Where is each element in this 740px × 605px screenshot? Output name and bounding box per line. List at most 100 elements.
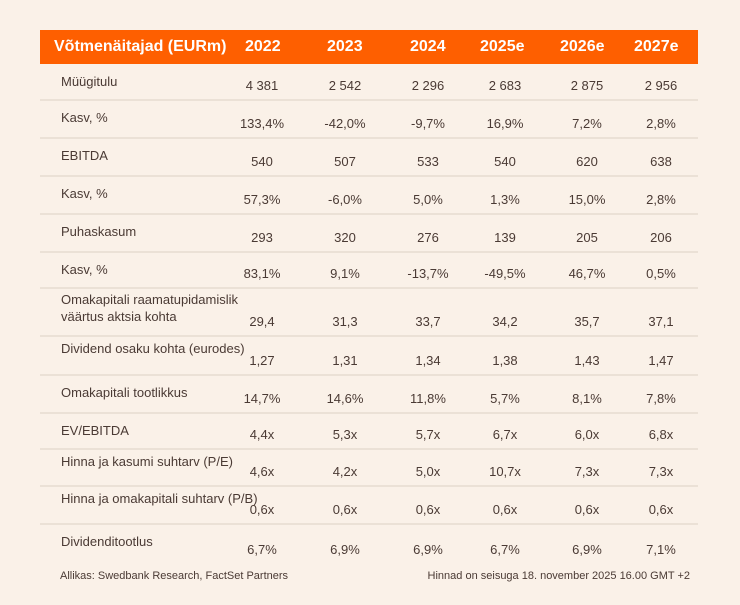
row-value: 1,3% [490, 192, 520, 207]
row-value: 34,2 [492, 314, 518, 329]
row-value: 4,4x [249, 427, 275, 442]
row-value: 6,8x [648, 427, 674, 442]
row-value: 507 [334, 154, 356, 169]
row-value: 6,7x [492, 427, 518, 442]
row-value: 10,7x [489, 464, 521, 479]
table-row: Hinna ja kasumi suhtarv (P/E) 4,6x 4,2x 5,0… [40, 450, 698, 487]
row-value: 540 [494, 154, 516, 169]
row-value: 2 956 [644, 78, 678, 93]
row-value: 6,7% [247, 542, 277, 557]
row-value: 1,34 [415, 353, 441, 368]
table-row: Müügitulu 4 381 2 542 2 296 2 683 2 875 2 956 [40, 65, 698, 101]
row-label: EBITDA [61, 148, 108, 163]
row-value: -42,0% [324, 116, 366, 131]
row-value: 206 [650, 230, 672, 245]
row-value: 0,6x [415, 502, 441, 517]
row-value: 7,2% [572, 116, 602, 131]
source-note: Allikas: Swedbank Research, FactSet Part… [60, 570, 289, 582]
row-value: 7,1% [646, 542, 676, 557]
row-value: 46,7% [568, 266, 606, 281]
header-year: 2023 [327, 38, 363, 55]
row-value: 8,1% [572, 391, 602, 406]
row-value: 1,38 [492, 353, 518, 368]
row-value: 5,7% [490, 391, 520, 406]
header-year: 2025e [480, 38, 525, 55]
row-value: 1,43 [574, 353, 600, 368]
price-date-note: Hinnad on seisuga 18. november 2025 16.0… [427, 570, 690, 582]
row-value: -49,5% [484, 266, 526, 281]
row-value: -13,7% [407, 266, 449, 281]
row-value: 2,8% [646, 116, 676, 131]
row-value: 57,3% [243, 192, 281, 207]
row-value: 540 [251, 154, 273, 169]
table-row: Omakapitali tootlikkus 14,7% 14,6% 11,8% 5,7… [40, 376, 698, 414]
row-label: EV/EBITDA [61, 423, 129, 438]
row-value: 5,3x [332, 427, 358, 442]
row-value: 293 [251, 230, 273, 245]
header-year: 2022 [245, 38, 281, 55]
row-value: 37,1 [648, 314, 674, 329]
table-row: EBITDA 540 507 533 540 620 638 [40, 139, 698, 177]
row-value: -9,7% [411, 116, 445, 131]
row-value: 4 381 [245, 78, 279, 93]
row-value: 6,0x [574, 427, 600, 442]
header-year: 2026e [560, 38, 605, 55]
row-value: 31,3 [332, 314, 358, 329]
row-value: 35,7 [574, 314, 600, 329]
table-row: Kasv, % 133,4% -42,0% -9,7% 16,9% 7,2% 2,8% [40, 101, 698, 139]
row-label: Kasv, % [61, 262, 108, 277]
table-header: Võtmenäitajad (EURm) 2022 2023 2024 2025… [40, 30, 698, 64]
row-value: 205 [576, 230, 598, 245]
row-value: 1,47 [648, 353, 674, 368]
row-value: 7,8% [646, 391, 676, 406]
row-value: 14,7% [243, 391, 281, 406]
row-value: 4,6x [249, 464, 275, 479]
row-value: 33,7 [415, 314, 441, 329]
row-label: Kasv, % [61, 186, 108, 201]
row-value: 276 [417, 230, 439, 245]
row-value: 2 683 [488, 78, 522, 93]
table-row: Dividenditootlus 6,7% 6,9% 6,9% 6,7% 6,9% 7,1% [40, 525, 698, 563]
row-value: 2,8% [646, 192, 676, 207]
row-value: 0,6x [249, 502, 275, 517]
row-value: 0,6x [332, 502, 358, 517]
row-value: 0,5% [646, 266, 676, 281]
row-value: 16,9% [486, 116, 524, 131]
row-value: 1,31 [332, 353, 358, 368]
row-value: 11,8% [410, 391, 446, 406]
row-value: 5,0% [413, 192, 443, 207]
row-label: Omakapitali raamatupidamislik väärtus ak… [61, 292, 239, 324]
row-value: 9,1% [330, 266, 360, 281]
header-title: Võtmenäitajad (EURm) [54, 38, 227, 55]
row-value: 133,4% [239, 116, 285, 131]
row-value: 2 875 [570, 78, 604, 93]
row-label: Dividend osaku kohta (eurodes) [61, 341, 245, 356]
row-value: 139 [494, 230, 516, 245]
row-label: Kasv, % [61, 110, 108, 125]
table-row: Omakapitali raamatupidamislik väärtus ak… [40, 289, 698, 337]
row-value: 15,0% [568, 192, 606, 207]
table-row: EV/EBITDA 4,4x 5,3x 5,7x 6,7x 6,0x 6,8x [40, 414, 698, 450]
table-row: Hinna ja omakapitali suhtarv (P/B) 0,6x 0,… [40, 487, 698, 525]
row-value: 83,1% [243, 266, 281, 281]
row-label: Omakapitali tootlikkus [61, 385, 188, 400]
header-year: 2027e [634, 38, 679, 55]
row-value: 1,27 [249, 353, 275, 368]
row-value: 7,3x [648, 464, 674, 479]
row-value: 6,9% [413, 542, 443, 557]
row-value: 0,6x [574, 502, 600, 517]
row-value: 0,6x [648, 502, 674, 517]
row-value: 2 542 [328, 78, 362, 93]
row-value: 6,9% [330, 542, 360, 557]
row-label: Müügitulu [61, 74, 118, 89]
row-value: 638 [650, 154, 672, 169]
table-row: Dividend osaku kohta (eurodes) 1,27 1,31 1,… [40, 337, 698, 376]
row-value: 7,3x [574, 464, 600, 479]
header-year: 2024 [410, 38, 446, 55]
row-value: 620 [576, 154, 598, 169]
row-label: Hinna ja kasumi suhtarv (P/E) [61, 454, 233, 469]
row-value: 533 [417, 154, 439, 169]
row-value: 320 [334, 230, 356, 245]
row-value: 0,6x [492, 502, 518, 517]
row-value: 29,4 [249, 314, 275, 329]
